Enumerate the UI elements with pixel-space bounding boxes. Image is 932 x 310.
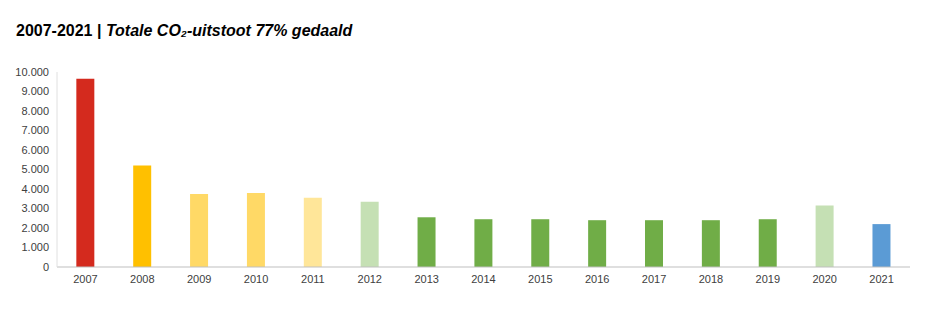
html-text:2007-2021 | Totale CO₂-uitstoo: 2007-2021 | Totale CO₂-uitstoot 77% geda… <box>16 22 353 39</box>
svg-text:2013: 2013 <box>414 273 438 285</box>
svg-text:1.000: 1.000 <box>21 241 49 253</box>
svg-text:5.000: 5.000 <box>21 163 49 175</box>
svg-text:0: 0 <box>43 261 49 273</box>
svg-text:2.000: 2.000 <box>21 222 49 234</box>
svg-text:2015: 2015 <box>528 273 552 285</box>
svg-text:3.000: 3.000 <box>21 202 49 214</box>
svg-text:7.000: 7.000 <box>21 124 49 136</box>
svg-text:2014: 2014 <box>471 273 495 285</box>
svg-text:2009: 2009 <box>187 273 211 285</box>
svg-text:2007: 2007 <box>73 273 97 285</box>
svg-text:2012: 2012 <box>358 273 382 285</box>
svg-text:9.000: 9.000 <box>21 85 49 97</box>
svg-text:2020: 2020 <box>812 273 836 285</box>
svg-text:2018: 2018 <box>699 273 723 285</box>
svg-text:2008: 2008 <box>130 273 154 285</box>
svg-text:10.000: 10.000 <box>15 66 49 78</box>
svg-text:8.000: 8.000 <box>21 105 49 117</box>
svg-text:2021: 2021 <box>869 273 893 285</box>
svg-text:2016: 2016 <box>585 273 609 285</box>
svg-text:2019: 2019 <box>756 273 780 285</box>
svg-text:2011: 2011 <box>301 273 325 285</box>
svg-text:2010: 2010 <box>244 273 268 285</box>
svg-text:6.000: 6.000 <box>21 144 49 156</box>
svg-text:4.000: 4.000 <box>21 183 49 195</box>
svg-text:2017: 2017 <box>642 273 666 285</box>
